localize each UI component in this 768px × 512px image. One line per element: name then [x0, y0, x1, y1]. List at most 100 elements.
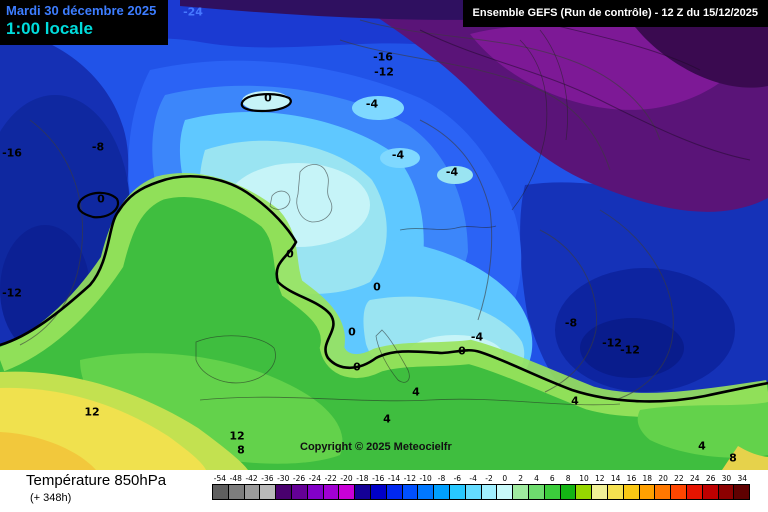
legend-title: Température 850hPa [26, 472, 167, 489]
temperature-map-svg [0, 0, 768, 470]
colorbar-segment [260, 485, 277, 499]
colorbar-tick-label: 24 [689, 474, 700, 483]
colorbar-tick-label: -2 [485, 474, 493, 483]
colorbar-segment [671, 485, 687, 499]
map-temp-label: 8 [237, 443, 245, 457]
colorbar-tick-label: -16 [372, 474, 385, 483]
map-temp-label: -4 [365, 97, 379, 111]
colorbar-segment [213, 485, 229, 499]
map-temp-label: -12 [374, 65, 394, 79]
colorbar-segment [528, 485, 545, 499]
colorbar-tick-label: -42 [245, 474, 258, 483]
colorbar-segment [339, 485, 356, 499]
map-temp-label: 0 [97, 192, 105, 206]
colorbar-tick-label: 12 [595, 474, 605, 483]
map-temp-label: 8 [729, 451, 737, 465]
colorbar-tick-label: 0 [502, 474, 508, 483]
colorbar-tick-label: -26 [292, 474, 306, 483]
thin-isotherm-contours-group [19, 19, 674, 401]
colorbar-tick-label: 26 [705, 474, 716, 483]
colorbar-segment [465, 485, 482, 499]
colorbar-segments [212, 484, 750, 500]
colorbar-segment [623, 485, 640, 499]
warm-green-yellow-regions-group [0, 173, 768, 470]
date-box: Mardi 30 décembre 2025 1:00 locale [0, 0, 169, 45]
map-temp-label: -8 [91, 140, 105, 154]
colorbar-tick-label: 2 [518, 474, 524, 483]
colorbar-segment [702, 485, 719, 499]
colorbar-tick-label: -22 [324, 474, 337, 483]
map-temp-label: 4 [412, 385, 420, 399]
colorbar-segment [718, 485, 735, 499]
colorbar-tick-label: -36 [261, 474, 274, 483]
cold-blue-regions-group [0, 0, 768, 419]
colorbar-tick-label: -10 [419, 474, 432, 483]
map-temp-label: -8 [564, 316, 578, 330]
map-local-time: 1:00 locale [6, 19, 93, 38]
map-temp-label: -16 [373, 50, 393, 64]
colorbar-segment [513, 485, 529, 499]
colorbar-tick-label: -18 [356, 474, 369, 483]
colorbar-segment [370, 485, 387, 499]
legend-subtitle: (+ 348h) [30, 492, 72, 504]
map-temp-label: -4 [470, 330, 484, 344]
map-temp-label: 4 [698, 439, 706, 453]
colorbar-tick-label: 8 [565, 474, 571, 483]
map-temp-label: 0 [458, 344, 466, 358]
map-temp-label: -12 [602, 336, 622, 350]
map-temp-label: 0 [353, 360, 361, 374]
colorbar-segment [355, 485, 371, 499]
colorbar-segment [497, 485, 514, 499]
colorbar-tick-label: -12 [403, 474, 416, 483]
legend-bar: Température 850hPa (+ 348h) -54 -48 -42 -36… [0, 470, 768, 512]
run-info-text: Ensemble GEFS (Run de contrôle) - 12 Z d… [472, 7, 758, 19]
colorbar-segment [655, 485, 672, 499]
colorbar-segment [307, 485, 324, 499]
colorbar-segment [592, 485, 608, 499]
map-temp-label: 4 [571, 394, 579, 408]
colorbar-segment [686, 485, 703, 499]
map-temp-label: -16 [2, 146, 22, 160]
colorbar-tick-label: 14 [610, 474, 621, 483]
colorbar-segment [544, 485, 561, 499]
colorbar-tick-label: 20 [658, 474, 668, 483]
map-date: Mardi 30 décembre 2025 [6, 3, 157, 18]
colorbar-segment [434, 485, 450, 499]
map-temp-label: 0 [373, 280, 381, 294]
colorbar-segment [449, 485, 466, 499]
colorbar-segment [639, 485, 656, 499]
colorbar-segment [481, 485, 498, 499]
colorbar-tick-label: -8 [437, 474, 446, 483]
map-temp-label: 12 [229, 429, 245, 443]
map-temp-label: -12 [620, 343, 640, 357]
colorbar-segment [418, 485, 435, 499]
map-temp-label: -12 [2, 286, 22, 300]
colorbar-tick-label: 6 [549, 474, 555, 483]
map-temp-label: 0 [286, 247, 294, 261]
colorbar-segment [402, 485, 419, 499]
coastlines-group [195, 29, 621, 406]
colorbar-tick-labels: -54 -48 -42 -36 -30 -26 -24 -22 -20 -18 -16 -14 -12-… [212, 474, 750, 483]
map-temp-label: -4 [391, 148, 405, 162]
colorbar-segment [386, 485, 403, 499]
colorbar-segment [244, 485, 261, 499]
colorbar-segment [276, 485, 292, 499]
colorbar-segment [291, 485, 308, 499]
colorbar-tick-label: -4 [469, 474, 477, 483]
colorbar-tick-label: 16 [626, 474, 637, 483]
map-temp-label: 12 [84, 405, 100, 419]
colorbar-tick-label: -20 [340, 474, 353, 483]
colorbar-tick-label: -54 [213, 474, 227, 483]
colorbar-segment [323, 485, 340, 499]
map-temp-label: 4 [383, 412, 391, 426]
colorbar: -54 -48 -42 -36 -30 -26 -24 -22 -20 -18 -16 -14 -12-… [212, 474, 750, 500]
colorbar-tick-label: -6 [453, 474, 462, 483]
colorbar-segment [576, 485, 593, 499]
copyright-text: Copyright © 2025 Meteocielfr [300, 441, 452, 453]
colorbar-tick-label: -30 [277, 474, 290, 483]
colorbar-tick-label: -48 [229, 474, 242, 483]
colorbar-segment [734, 485, 750, 499]
map-temp-label: -24 [183, 5, 203, 19]
colorbar-segment [560, 485, 577, 499]
